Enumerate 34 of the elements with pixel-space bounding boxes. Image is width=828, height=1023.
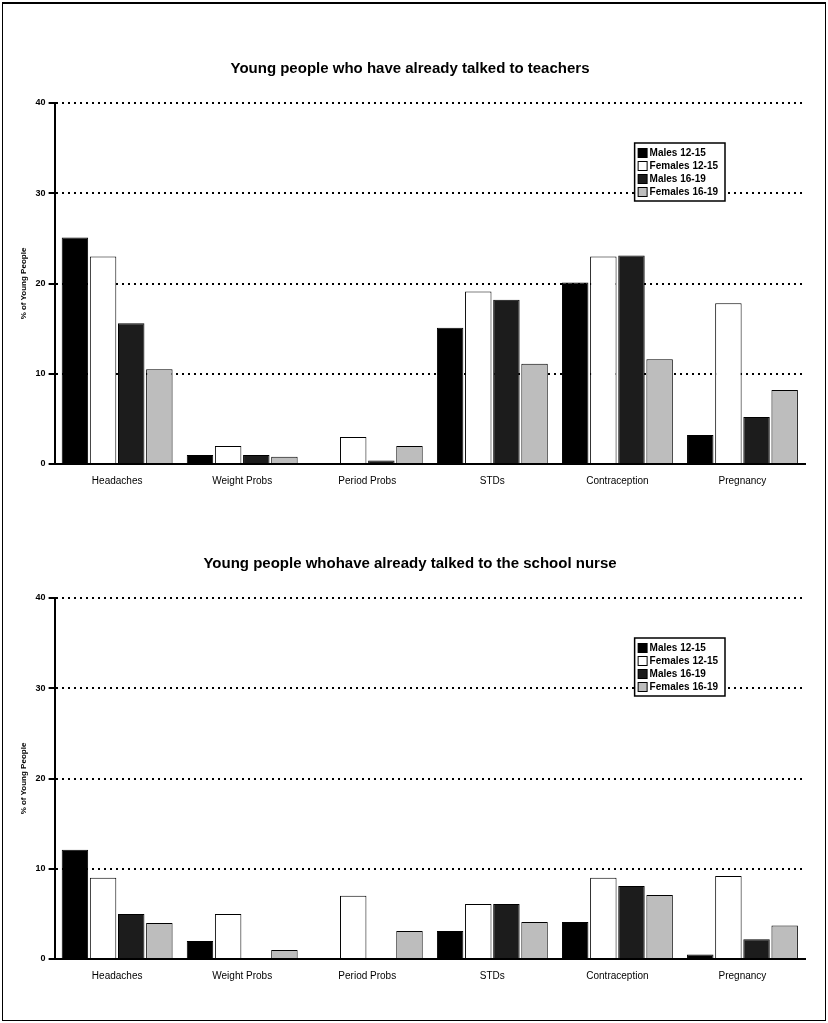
x-tick-label: Contraception <box>586 474 649 486</box>
x-tick-label: Contraception <box>586 969 649 981</box>
legend-label: Males 16-19 <box>649 173 707 185</box>
x-tick-label: Headaches <box>91 474 143 486</box>
y-tick-label: 40 <box>35 97 46 108</box>
x-tick-label: Weight Probs <box>212 969 273 981</box>
legend-label: Females 12-15 <box>649 160 719 172</box>
x-tick-label: Headaches <box>91 969 143 981</box>
x-tick-label: Weight Probs <box>212 474 273 486</box>
y-tick-label: 30 <box>35 187 46 198</box>
x-tick-label: Period Probs <box>338 969 397 981</box>
chart-title: Young people who have already talked to teachers <box>230 59 590 77</box>
chart-title: Young people whohave already talked to the school nurse <box>203 554 617 572</box>
x-tick-label: Period Probs <box>338 474 397 486</box>
legend-label: Males 12-15 <box>649 147 707 159</box>
y-axis-title: % of Young People <box>19 247 28 320</box>
x-tick-label: Pregnancy <box>718 969 767 981</box>
y-tick-label: 10 <box>35 368 46 379</box>
y-tick-label: 0 <box>40 953 46 964</box>
y-tick-label: 30 <box>35 682 46 693</box>
legend-label: Females 16-19 <box>649 681 719 693</box>
legend-label: Females 16-19 <box>649 186 719 198</box>
legend-label: Males 12-15 <box>649 642 707 654</box>
x-tick-label: STDs <box>479 474 505 486</box>
y-tick-label: 40 <box>35 592 46 603</box>
x-tick-label: Pregnancy <box>718 474 767 486</box>
y-axis-title: % of Young People <box>19 742 28 815</box>
y-tick-label: 10 <box>35 863 46 874</box>
x-tick-label: STDs <box>479 969 505 981</box>
y-tick-label: 20 <box>35 277 46 288</box>
y-tick-label: 0 <box>40 458 46 469</box>
y-tick-label: 20 <box>35 772 46 783</box>
legend-label: Females 12-15 <box>649 655 719 667</box>
legend-label: Males 16-19 <box>649 668 707 680</box>
